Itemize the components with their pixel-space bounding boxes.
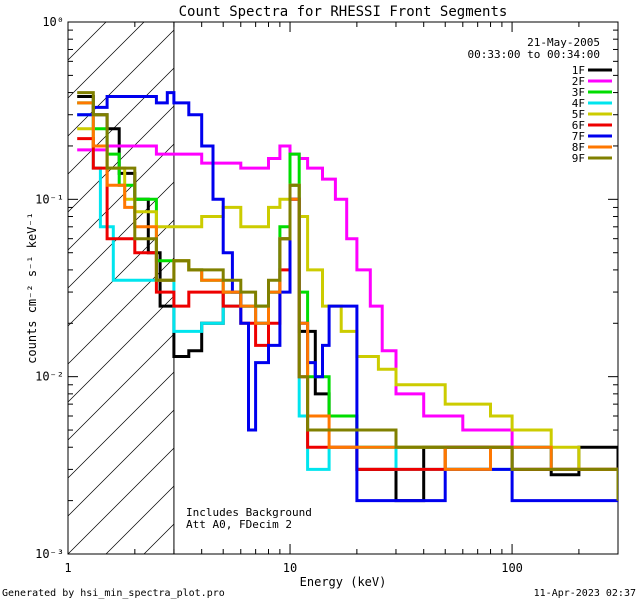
x-tick-label-1: 1 — [64, 561, 71, 575]
x-axis-ticks — [67, 22, 619, 554]
legend-label-5f: 5F — [572, 108, 585, 121]
hatch-line — [68, 219, 174, 327]
y-tick-label-1e-1: 10⁻¹ — [35, 192, 64, 206]
chart-title: Count Spectra for RHESSI Front Segments — [179, 4, 508, 20]
legend-label-2f: 2F — [572, 75, 585, 88]
series-line-9f — [77, 91, 618, 501]
x-tick-label-100: 100 — [501, 561, 523, 575]
note-attenuator: Att A0, FDecim 2 — [186, 518, 292, 531]
y-axis-label: counts cm⁻² s⁻¹ keV⁻¹ — [25, 212, 39, 364]
hatch-line — [68, 333, 174, 441]
y-axis-ticks — [68, 21, 618, 555]
time-range-label: 00:33:00 to 00:34:00 — [468, 48, 600, 61]
series-line-5f — [77, 127, 618, 471]
series-line-8f — [77, 101, 618, 501]
hatch-line — [68, 447, 174, 554]
legend-label-7f: 7F — [572, 130, 585, 143]
footer-generated-by: Generated by hsi_min_spectra_plot.pro — [2, 588, 225, 599]
note-background: Includes Background — [186, 506, 312, 519]
series-line-3f — [77, 101, 618, 501]
y-tick-label-1e-3: 10⁻³ — [35, 547, 64, 561]
hatch-line — [68, 257, 174, 365]
series-line-1f — [77, 95, 618, 503]
legend-label-9f: 9F — [572, 152, 585, 165]
date-label: 21-May-2005 — [527, 36, 600, 49]
y-tick-label-1e0: 10⁰ — [42, 15, 64, 29]
series-group — [77, 91, 618, 503]
hatch-line — [68, 371, 174, 479]
hatch-line — [68, 409, 174, 517]
series-line-7f — [77, 91, 618, 503]
legend-label-4f: 4F — [572, 97, 585, 110]
y-tick-label-1e-2: 10⁻² — [35, 370, 64, 384]
plot-frame — [67, 21, 619, 555]
legend-label-3f: 3F — [572, 86, 585, 99]
series-line-2f — [77, 144, 618, 501]
x-axis-label: Energy (keV) — [300, 575, 387, 589]
legend-label-1f: 1F — [572, 64, 585, 77]
hatch-line — [68, 67, 174, 175]
legend-label-8f: 8F — [572, 141, 585, 154]
series-line-4f — [77, 113, 618, 501]
hatch-line — [68, 105, 174, 213]
x-tick-label-10: 10 — [283, 561, 297, 575]
legend-label-6f: 6F — [572, 119, 585, 132]
hatched-region — [68, 22, 174, 554]
footer-date: 11-Apr-2023 02:37 — [534, 588, 636, 599]
